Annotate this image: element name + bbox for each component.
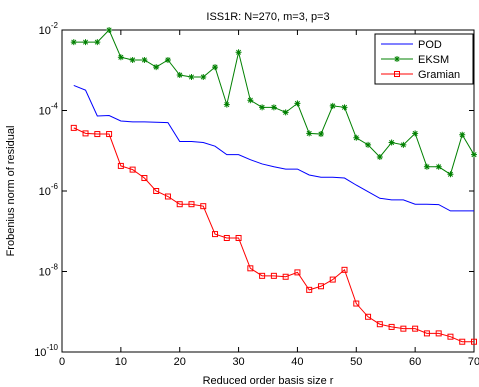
marker xyxy=(365,141,372,148)
marker xyxy=(471,151,477,158)
marker xyxy=(94,39,101,46)
marker xyxy=(317,283,324,290)
marker xyxy=(247,265,254,272)
marker xyxy=(306,130,313,137)
marker xyxy=(129,166,136,173)
marker xyxy=(423,330,430,337)
marker xyxy=(176,201,183,208)
y-tick-label: 10-8 xyxy=(39,263,59,279)
marker xyxy=(259,272,266,279)
x-tick-label: 30 xyxy=(232,356,244,368)
marker xyxy=(141,56,148,63)
marker xyxy=(353,300,360,307)
marker xyxy=(141,175,148,182)
marker xyxy=(259,104,266,111)
marker xyxy=(294,269,301,276)
marker xyxy=(235,234,242,241)
marker xyxy=(70,39,77,46)
marker xyxy=(117,162,124,169)
marker xyxy=(388,323,395,330)
marker xyxy=(164,56,171,63)
marker xyxy=(412,325,419,332)
marker xyxy=(471,338,477,345)
series-line xyxy=(73,127,474,343)
y-tick-label: 10-10 xyxy=(34,343,58,359)
legend-marker xyxy=(394,56,400,62)
marker xyxy=(435,163,442,170)
x-axis-label: Reduced order basis size r xyxy=(203,375,334,387)
marker xyxy=(400,141,407,148)
marker xyxy=(212,64,219,71)
legend-box xyxy=(374,33,474,85)
marker xyxy=(200,203,207,210)
marker xyxy=(365,313,372,320)
y-tick-label: 10-4 xyxy=(39,102,59,118)
marker xyxy=(435,330,442,337)
legend-marker xyxy=(394,71,400,77)
marker xyxy=(164,193,171,200)
marker xyxy=(447,333,454,340)
marker xyxy=(376,153,383,160)
marker xyxy=(329,102,336,109)
marker xyxy=(94,131,101,138)
series-line xyxy=(73,84,474,212)
marker xyxy=(106,27,113,33)
marker xyxy=(82,130,89,137)
x-tick-label: 70 xyxy=(468,356,479,368)
legend-label: Gramian xyxy=(418,69,460,81)
legend-label: EKSM xyxy=(418,54,449,66)
marker xyxy=(412,130,419,137)
marker xyxy=(106,131,113,138)
marker xyxy=(188,73,195,80)
marker xyxy=(223,101,230,108)
marker xyxy=(188,201,195,208)
y-tick-label: 10-6 xyxy=(39,182,59,198)
marker xyxy=(341,266,348,273)
marker xyxy=(176,72,183,79)
x-tick-label: 60 xyxy=(409,356,421,368)
marker xyxy=(200,73,207,80)
marker xyxy=(423,163,430,170)
marker xyxy=(388,139,395,146)
marker xyxy=(306,286,313,293)
marker xyxy=(153,64,160,71)
marker xyxy=(212,231,219,238)
x-tick-label: 10 xyxy=(115,356,127,368)
marker xyxy=(282,109,289,116)
marker xyxy=(459,131,466,138)
marker xyxy=(294,100,301,107)
marker xyxy=(223,234,230,241)
x-tick-label: 20 xyxy=(174,356,186,368)
marker xyxy=(400,325,407,332)
marker xyxy=(129,56,136,63)
marker xyxy=(282,273,289,280)
marker xyxy=(270,272,277,279)
x-tick-label: 40 xyxy=(291,356,303,368)
marker xyxy=(235,49,242,56)
legend-label: POD xyxy=(418,39,442,51)
chart-title: ISS1R: N=270, m=3, p=3 xyxy=(206,11,329,23)
marker xyxy=(82,39,89,46)
marker xyxy=(353,134,360,141)
x-tick-label: 50 xyxy=(350,356,362,368)
marker xyxy=(317,131,324,138)
marker xyxy=(447,171,454,178)
marker xyxy=(247,97,254,104)
marker xyxy=(270,104,277,111)
marker xyxy=(117,54,124,61)
marker xyxy=(329,276,336,283)
y-tick-label: 10-2 xyxy=(39,21,59,37)
marker xyxy=(376,321,383,328)
marker xyxy=(341,104,348,111)
marker xyxy=(70,124,77,131)
y-axis-label: Frobenius norm of residual xyxy=(5,126,17,257)
x-tick-label: 0 xyxy=(59,356,65,368)
marker xyxy=(459,338,466,345)
marker xyxy=(153,188,160,194)
